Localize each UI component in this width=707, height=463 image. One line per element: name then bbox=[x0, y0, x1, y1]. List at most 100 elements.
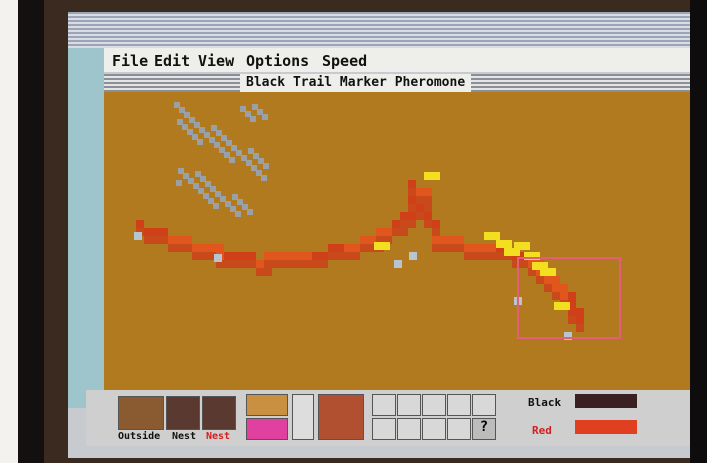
trail-cell bbox=[432, 228, 440, 236]
trail-cell bbox=[382, 242, 390, 250]
trail-cell bbox=[440, 244, 448, 252]
trail-cell bbox=[504, 248, 512, 256]
trail-cell bbox=[176, 244, 184, 252]
trail-cell bbox=[224, 260, 232, 268]
map bbox=[104, 92, 690, 390]
trail-cell bbox=[144, 228, 152, 236]
trail-cell bbox=[480, 244, 488, 252]
view-label: Outside bbox=[118, 431, 160, 442]
trail-cell bbox=[416, 212, 424, 220]
trail-cell bbox=[432, 236, 440, 244]
trail-cell bbox=[576, 308, 584, 316]
trail-cell bbox=[432, 244, 440, 252]
trail-cell bbox=[416, 188, 424, 196]
trail-cell bbox=[304, 260, 312, 268]
trail-cell bbox=[408, 212, 416, 220]
trail-cell bbox=[296, 260, 304, 268]
tool[interactable] bbox=[447, 418, 471, 440]
trail-cell bbox=[562, 302, 570, 310]
screenshot: FileEditViewOptionsSpeed Black Trail Mar… bbox=[0, 0, 707, 463]
trail-cell bbox=[320, 260, 328, 268]
trail-cell bbox=[408, 180, 416, 188]
tool[interactable] bbox=[422, 418, 446, 440]
trail-cell bbox=[232, 252, 240, 260]
trail-cell bbox=[256, 260, 264, 268]
trail-cell bbox=[448, 236, 456, 244]
trail-cell bbox=[288, 252, 296, 260]
trail-cell bbox=[214, 254, 222, 262]
trail-cell bbox=[392, 228, 400, 236]
menu-item[interactable]: Options bbox=[246, 52, 309, 70]
trail-cell bbox=[514, 242, 522, 250]
colony-label: Red bbox=[532, 424, 552, 437]
trail-cell bbox=[408, 204, 416, 212]
trail-cell bbox=[522, 242, 530, 250]
menu-item[interactable]: View bbox=[198, 52, 234, 70]
trail-cell bbox=[184, 244, 192, 252]
trail-cell bbox=[134, 232, 142, 240]
trail-cell bbox=[261, 175, 267, 181]
tool[interactable] bbox=[292, 394, 314, 440]
menu-item[interactable]: Speed bbox=[322, 52, 367, 70]
trail-cell bbox=[492, 232, 500, 240]
tool[interactable] bbox=[397, 394, 421, 416]
trail-cell bbox=[424, 172, 432, 180]
margin bbox=[0, 0, 20, 463]
trail-cell bbox=[328, 252, 336, 260]
tool[interactable] bbox=[372, 394, 396, 416]
trail-cell bbox=[256, 268, 264, 276]
tool[interactable] bbox=[397, 418, 421, 440]
tool[interactable] bbox=[318, 394, 364, 440]
trail-cell bbox=[424, 220, 432, 228]
trail-cell bbox=[576, 316, 584, 324]
trail-cell bbox=[192, 244, 200, 252]
trail-cell bbox=[552, 292, 560, 300]
trail-cell bbox=[394, 260, 402, 268]
outside-button[interactable] bbox=[118, 396, 164, 430]
trail-cell bbox=[200, 244, 208, 252]
trail-cell bbox=[312, 260, 320, 268]
trail-cell bbox=[400, 212, 408, 220]
trail-cell bbox=[408, 188, 416, 196]
trail-cell bbox=[480, 252, 488, 260]
tool[interactable] bbox=[447, 394, 471, 416]
menu-bar bbox=[104, 48, 690, 72]
trail-cell bbox=[312, 252, 320, 260]
trail-cell bbox=[176, 180, 182, 186]
menu-item[interactable]: Edit bbox=[154, 52, 190, 70]
trail-cell bbox=[144, 236, 152, 244]
trail-cell bbox=[280, 252, 288, 260]
trail-cell bbox=[360, 244, 368, 252]
tool[interactable] bbox=[422, 394, 446, 416]
trail-cell bbox=[288, 260, 296, 268]
menu-item[interactable]: File bbox=[112, 52, 148, 70]
trail-cell bbox=[548, 268, 556, 276]
colony-label: Black bbox=[528, 396, 561, 409]
trail-cell bbox=[240, 260, 248, 268]
trail-cell bbox=[496, 240, 504, 248]
trail-cell bbox=[472, 244, 480, 252]
trail-cell bbox=[456, 244, 464, 252]
trail-cell bbox=[456, 236, 464, 244]
trail-cell bbox=[296, 252, 304, 260]
tool[interactable] bbox=[246, 418, 288, 440]
trail-cell bbox=[272, 260, 280, 268]
tool[interactable] bbox=[246, 394, 288, 416]
trail-cell bbox=[568, 292, 576, 300]
red-nest-button[interactable] bbox=[202, 396, 236, 430]
trail-cell bbox=[320, 252, 328, 260]
trail-cell bbox=[416, 196, 424, 204]
tool[interactable] bbox=[372, 418, 396, 440]
side-panel bbox=[68, 48, 104, 408]
tool[interactable] bbox=[472, 394, 496, 416]
bezel-right bbox=[690, 0, 707, 463]
trail-cell bbox=[484, 232, 492, 240]
help-button[interactable]: ? bbox=[472, 418, 496, 440]
trail-cell bbox=[504, 240, 512, 248]
trail-cell bbox=[136, 220, 144, 228]
trail-cell bbox=[488, 252, 496, 260]
trail-cell bbox=[440, 236, 448, 244]
trail-cell bbox=[232, 260, 240, 268]
nest-button[interactable] bbox=[166, 396, 200, 430]
trail-cell bbox=[250, 116, 256, 122]
